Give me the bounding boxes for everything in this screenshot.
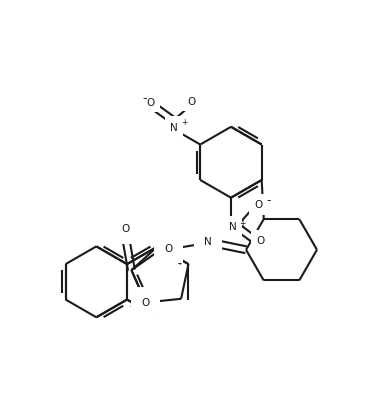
Text: -: - (143, 92, 147, 105)
Text: O: O (254, 200, 263, 210)
Text: O: O (256, 235, 265, 245)
Text: +: + (181, 118, 187, 127)
Text: +: + (239, 218, 245, 227)
Text: N: N (204, 236, 212, 246)
Text: N: N (229, 221, 237, 232)
Text: O: O (146, 97, 155, 108)
Text: O: O (142, 298, 150, 308)
Text: -: - (266, 194, 271, 206)
Text: O: O (121, 224, 130, 234)
Text: O: O (164, 243, 173, 253)
Text: N: N (170, 122, 178, 132)
Text: O: O (188, 97, 196, 107)
